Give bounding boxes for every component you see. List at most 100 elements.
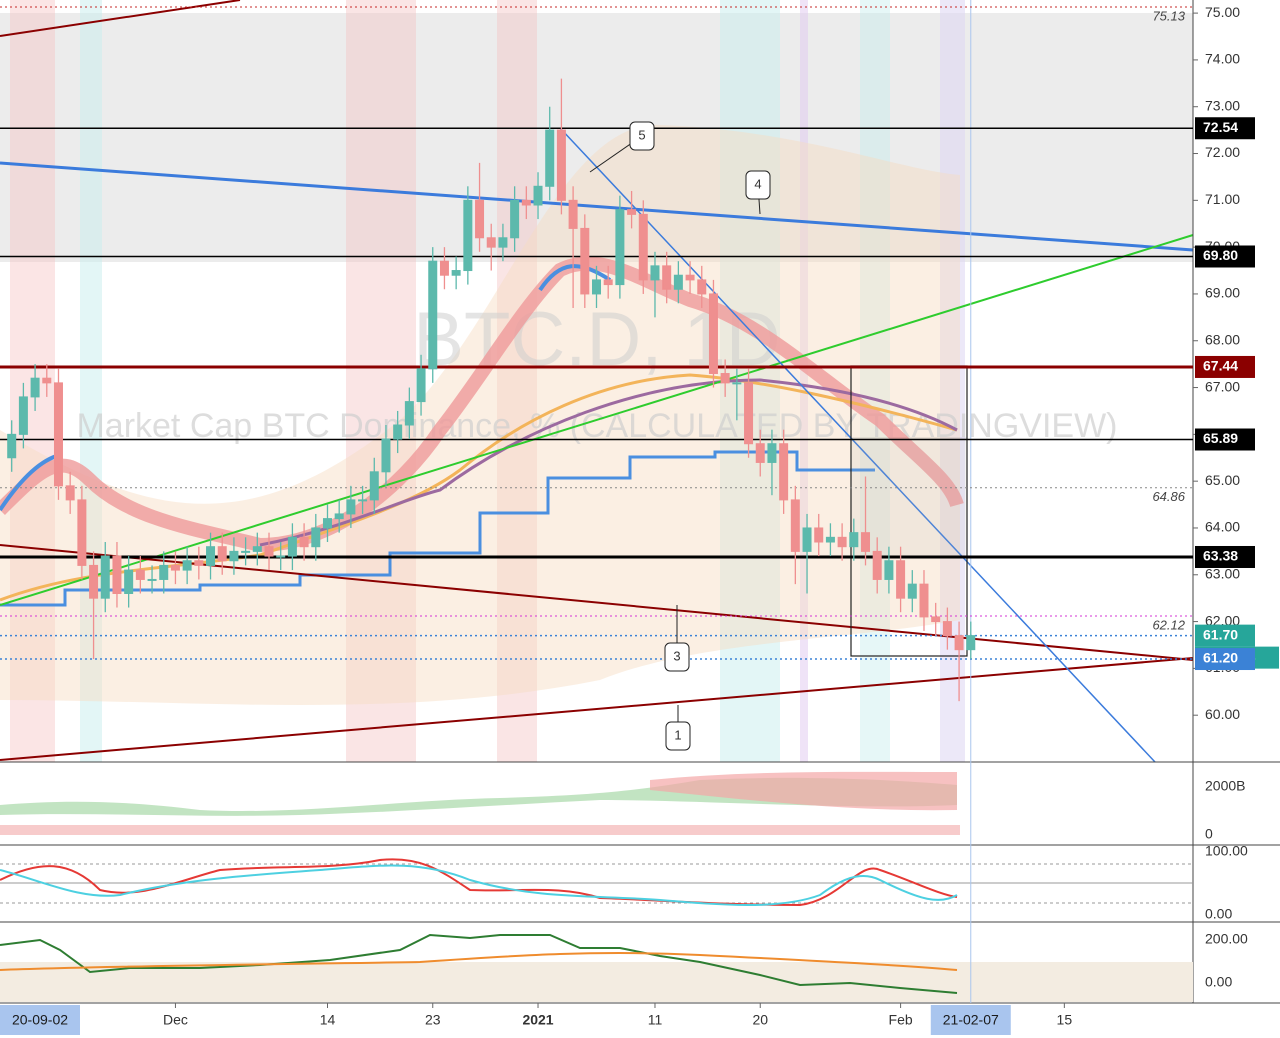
y-tick-label: 64.00 [1205,519,1240,535]
candle-body [334,513,344,520]
candle-body [124,569,134,594]
candle-body [229,550,239,562]
ema-ribbon [0,256,964,553]
candle-body [872,550,882,580]
momentum-signal [0,951,958,971]
candle-body [264,546,274,557]
candle-body [486,237,496,248]
candle-body [42,377,52,384]
y-tick-label: 65.00 [1205,472,1240,488]
candle-body [627,209,637,215]
candle-body [65,485,75,501]
trend-line [0,0,241,37]
candle-body [662,265,672,290]
y-tick-label: 73.00 [1205,97,1240,113]
volume-bars [0,825,960,835]
pane-tick-label: 0.00 [1205,974,1232,990]
callout-label: 1 [674,727,681,742]
volume-band [650,771,957,811]
oscillator-line [0,864,958,906]
candle-body [463,199,473,272]
y-tick-label: 67.00 [1205,378,1240,394]
candle-body [942,621,952,637]
callout-box [664,642,690,672]
level-label: 63.38 [1203,548,1238,564]
candle-body [89,564,99,599]
level-label: 64.86 [1152,489,1185,504]
oscillator-line [0,858,958,907]
candle-body [510,199,520,239]
level-label: 69.80 [1203,247,1238,263]
y-tick-label: 69.00 [1205,285,1240,301]
crosshair-label: 20-09-02 [12,1012,68,1028]
candle-body [954,635,964,651]
level-label: 61.70 [1203,626,1238,642]
candle-body [650,265,660,281]
candle-body [615,209,625,286]
candle-body [358,499,368,502]
pane-tick-label: 200.00 [1205,931,1248,947]
trend-line [0,234,1194,606]
candle-body [77,499,87,566]
candle-body [592,279,601,295]
y-tick-label: 72.00 [1205,144,1240,160]
candle-body [475,199,485,239]
callout-box [629,121,655,151]
crosshair-label-bg [930,1005,1011,1035]
y-tick-label: 63.00 [1205,565,1240,581]
candle-body [322,518,332,529]
candle-body [720,373,730,384]
candle-body [884,560,894,580]
candle-body [311,527,321,548]
y-tick-label: 71.00 [1205,191,1240,207]
candle-body [299,536,309,548]
pane-tick-label: 100.00 [1205,843,1248,859]
callout-label: 5 [638,127,645,142]
candle-body [849,532,859,548]
callout-box [665,721,691,751]
y-tick-label: 60.00 [1205,706,1240,722]
y-tick-label: 62.00 [1205,612,1240,628]
candle-body [697,279,707,295]
pane-tick-label: 0 [1205,826,1213,842]
level-label: 62.12 [1152,617,1185,632]
candle-body [252,546,262,552]
candle-body [381,438,391,473]
candle-body [580,227,590,295]
candle-body [112,555,122,594]
candle-body [708,293,718,375]
range-box [850,437,968,557]
candle-body [825,536,835,543]
baseline-line [0,450,875,607]
candle-body [755,443,765,463]
candle-body [241,550,251,553]
level-label: 72.54 [1203,119,1238,135]
zone-shade [0,13,1193,262]
level-label: 75.13 [1152,8,1185,23]
candle-body [603,279,613,286]
x-tick-label: 2021 [522,1012,553,1028]
candle-body [919,583,929,618]
pane-tick-label: 0.00 [1205,906,1232,922]
trend-line [0,657,1194,761]
candle-body [135,569,145,580]
candle-body [7,433,17,459]
trend-line [559,127,1156,763]
momentum-line [0,933,958,994]
candle-body [428,260,438,370]
y-tick-label: 75.00 [1205,4,1240,20]
candle-body [276,555,286,558]
candle-body [907,583,917,599]
candle-body [767,443,777,463]
candle-body [287,536,297,557]
candle-body [18,396,28,435]
candle-body [545,129,555,187]
candle-body [170,564,180,571]
trend-line [0,161,1194,252]
candle-body [393,424,403,440]
x-tick-label: Feb [889,1012,913,1028]
x-tick-label: 23 [425,1012,441,1028]
level-label-bg [1195,117,1255,140]
level-label-bg [1195,624,1255,647]
